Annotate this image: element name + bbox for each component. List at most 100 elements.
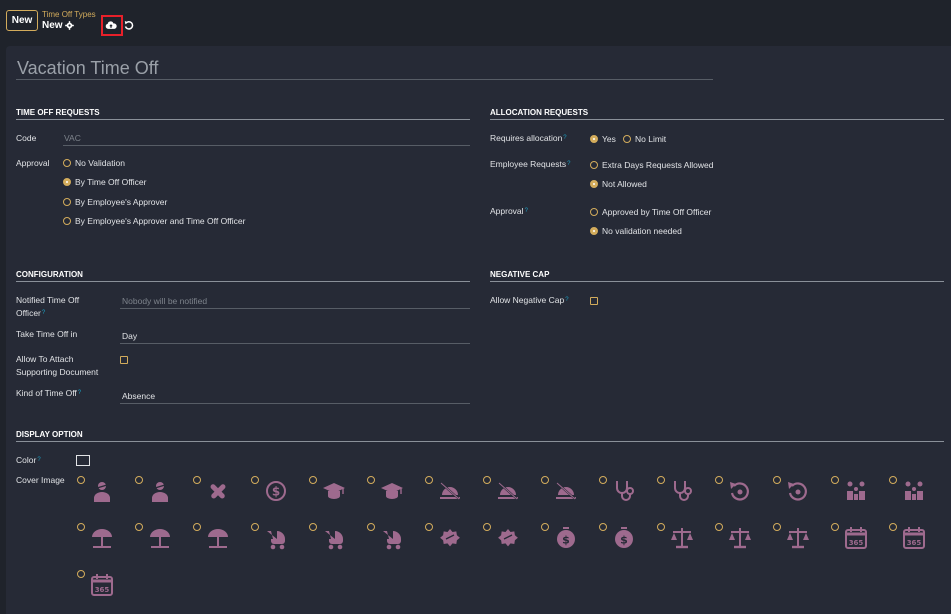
cover-image-option[interactable]: 365 bbox=[831, 521, 881, 553]
cover-image-option[interactable] bbox=[715, 474, 765, 506]
approval-option-both[interactable]: By Employee's Approver and Time Off Offi… bbox=[63, 216, 245, 227]
cover-image-option[interactable] bbox=[773, 521, 823, 553]
radio-button[interactable] bbox=[309, 476, 317, 484]
cover-image-option[interactable] bbox=[425, 474, 475, 506]
cover-image-option[interactable] bbox=[309, 474, 359, 506]
radio-button[interactable] bbox=[831, 476, 839, 484]
cover-image-option[interactable] bbox=[135, 521, 185, 553]
cover-image-option[interactable] bbox=[483, 474, 533, 506]
radio-button[interactable] bbox=[77, 523, 85, 531]
radio-button[interactable] bbox=[483, 476, 491, 484]
radio-button[interactable] bbox=[541, 476, 549, 484]
radio-button[interactable] bbox=[367, 476, 375, 484]
employee-requests-extra-days[interactable]: Extra Days Requests Allowed bbox=[590, 160, 714, 171]
cover-image-option[interactable] bbox=[77, 521, 127, 553]
allow-attach-checkbox[interactable] bbox=[120, 356, 128, 364]
cover-image-option[interactable] bbox=[541, 474, 591, 506]
undo-icon[interactable] bbox=[124, 20, 134, 30]
allocation-approval-no-validation[interactable]: No validation needed bbox=[590, 226, 682, 237]
radio-button[interactable] bbox=[483, 523, 491, 531]
radio-button[interactable] bbox=[889, 523, 897, 531]
approval-option-time-off-officer[interactable]: By Time Off Officer bbox=[63, 177, 146, 188]
radio-button[interactable] bbox=[251, 476, 259, 484]
radio-button-selected[interactable] bbox=[590, 180, 598, 188]
cover-image-option[interactable]: 365 bbox=[77, 568, 127, 600]
approval-option-employee-approver[interactable]: By Employee's Approver bbox=[63, 197, 167, 208]
radio-button[interactable] bbox=[63, 159, 71, 167]
radio-button[interactable] bbox=[309, 523, 317, 531]
cover-image-option[interactable]: $ bbox=[541, 521, 591, 553]
gear-icon[interactable] bbox=[65, 21, 74, 30]
radio-button[interactable] bbox=[367, 523, 375, 531]
breadcrumb-parent-link[interactable]: Time Off Types bbox=[42, 10, 96, 19]
radio-button[interactable] bbox=[541, 523, 549, 531]
cover-image-option[interactable] bbox=[309, 521, 359, 553]
cover-image-option[interactable] bbox=[657, 474, 707, 506]
cover-image-option[interactable] bbox=[715, 521, 765, 553]
radio-button[interactable] bbox=[135, 476, 143, 484]
time-off-type-name-input[interactable]: Vacation Time Off bbox=[16, 58, 713, 80]
cover-image-option[interactable] bbox=[425, 521, 475, 553]
cover-image-option[interactable] bbox=[193, 521, 243, 553]
cover-image-option[interactable] bbox=[483, 521, 533, 553]
allow-negative-cap-checkbox[interactable] bbox=[590, 297, 598, 305]
radio-button[interactable] bbox=[623, 135, 631, 143]
cover-image-option[interactable] bbox=[77, 474, 127, 506]
radio-button[interactable] bbox=[193, 476, 201, 484]
radio-button-selected[interactable] bbox=[590, 135, 598, 143]
radio-button[interactable] bbox=[425, 523, 433, 531]
cover-image-option[interactable] bbox=[135, 474, 185, 506]
radio-button-selected[interactable] bbox=[590, 227, 598, 235]
radio-button-selected[interactable] bbox=[63, 178, 71, 186]
cover-image-option[interactable] bbox=[367, 474, 417, 506]
cover-image-option[interactable] bbox=[193, 474, 243, 506]
radio-button[interactable] bbox=[599, 476, 607, 484]
radio-button[interactable] bbox=[425, 476, 433, 484]
take-time-off-in-select[interactable]: Day bbox=[120, 330, 470, 344]
color-picker[interactable] bbox=[76, 455, 90, 466]
radio-button[interactable] bbox=[773, 523, 781, 531]
cover-image-option[interactable] bbox=[773, 474, 823, 506]
new-button[interactable]: New bbox=[6, 10, 38, 31]
cover-image-option[interactable]: 365 bbox=[889, 521, 939, 553]
radio-button[interactable] bbox=[599, 523, 607, 531]
notified-officer-field[interactable]: Nobody will be notified bbox=[120, 295, 470, 309]
radio-button[interactable] bbox=[831, 523, 839, 531]
radio-button[interactable] bbox=[657, 476, 665, 484]
kind-of-time-off-select[interactable]: Absence bbox=[120, 390, 470, 404]
radio-button[interactable] bbox=[77, 570, 85, 578]
radio-button[interactable] bbox=[715, 476, 723, 484]
radio-button[interactable] bbox=[773, 476, 781, 484]
radio-button[interactable] bbox=[590, 161, 598, 169]
radio-button[interactable] bbox=[63, 198, 71, 206]
kind-of-time-off-value: Absence bbox=[122, 391, 156, 401]
cover-image-option[interactable] bbox=[831, 474, 881, 506]
radio-button[interactable] bbox=[77, 476, 85, 484]
requires-allocation-no-limit[interactable]: No Limit bbox=[623, 134, 666, 145]
employee-requests-not-allowed[interactable]: Not Allowed bbox=[590, 179, 647, 190]
radio-button[interactable] bbox=[590, 208, 598, 216]
cover-image-option[interactable] bbox=[599, 474, 649, 506]
allocation-approval-officer[interactable]: Approved by Time Off Officer bbox=[590, 207, 711, 218]
cover-image-option[interactable]: $ bbox=[599, 521, 649, 553]
option-label: By Employee's Approver bbox=[75, 197, 168, 207]
radio-button[interactable] bbox=[657, 523, 665, 531]
radio-button[interactable] bbox=[135, 523, 143, 531]
cover-image-option[interactable] bbox=[251, 521, 301, 553]
radio-button[interactable] bbox=[889, 476, 897, 484]
approval-label: Approval bbox=[16, 158, 50, 168]
radio-button[interactable] bbox=[63, 217, 71, 225]
radio-button[interactable] bbox=[251, 523, 259, 531]
approval-option-no-validation[interactable]: No Validation bbox=[63, 158, 125, 169]
cover-image-option[interactable] bbox=[889, 474, 939, 506]
dollar-coin-icon: $ bbox=[266, 481, 286, 501]
cover-image-option[interactable]: $ bbox=[251, 474, 301, 506]
radio-button[interactable] bbox=[715, 523, 723, 531]
code-field[interactable]: VAC bbox=[63, 132, 470, 146]
radio-button[interactable] bbox=[193, 523, 201, 531]
cloud-upload-icon[interactable] bbox=[105, 20, 117, 30]
take-time-off-in-value: Day bbox=[122, 331, 138, 341]
cover-image-option[interactable] bbox=[367, 521, 417, 553]
requires-allocation-yes[interactable]: Yes bbox=[590, 134, 616, 145]
cover-image-option[interactable] bbox=[657, 521, 707, 553]
